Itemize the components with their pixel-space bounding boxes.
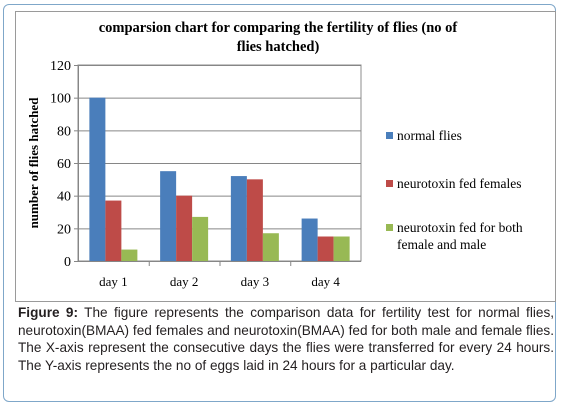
bar-1 bbox=[301, 218, 318, 261]
legend-label: female and male bbox=[397, 237, 486, 252]
bar-1 bbox=[230, 176, 247, 261]
chart-title-line: comparsion chart for comparing the ferti… bbox=[99, 20, 458, 36]
legend-label: normal flies bbox=[397, 128, 462, 143]
caption-text: The figure represents the comparison dat… bbox=[18, 305, 555, 373]
caption-label: Figure 9: bbox=[18, 305, 79, 320]
chart-container: comparsion chart for comparing the ferti… bbox=[15, 11, 556, 302]
figure-caption: Figure 9: The figure represents the comp… bbox=[18, 304, 554, 374]
legend-swatch bbox=[386, 180, 393, 187]
y-tick-label: 60 bbox=[57, 157, 71, 172]
bar-2 bbox=[246, 179, 263, 261]
chart-title-line: flies hatched) bbox=[237, 39, 320, 55]
bar-3 bbox=[121, 249, 138, 261]
bar-chart: comparsion chart for comparing the ferti… bbox=[26, 20, 523, 289]
bar-1 bbox=[160, 171, 177, 261]
bar-2 bbox=[317, 236, 334, 261]
x-tick-label: day 1 bbox=[99, 274, 128, 289]
bar-1 bbox=[89, 97, 106, 262]
y-tick-label: 20 bbox=[57, 222, 71, 237]
bar-2 bbox=[105, 200, 122, 261]
x-tick-label: day 2 bbox=[170, 274, 199, 289]
figure-frame: comparsion chart for comparing the ferti… bbox=[3, 4, 556, 402]
legend-swatch bbox=[386, 224, 393, 231]
y-tick-label: 120 bbox=[50, 59, 71, 74]
x-tick-label: day 3 bbox=[241, 274, 270, 289]
y-axis-label: number of flies hatched bbox=[26, 97, 41, 229]
y-tick-label: 40 bbox=[57, 190, 71, 205]
y-tick-label: 80 bbox=[57, 124, 71, 139]
y-tick-label: 100 bbox=[50, 92, 71, 107]
bar-3 bbox=[262, 233, 279, 261]
legend-swatch bbox=[386, 132, 393, 139]
bar-2 bbox=[176, 195, 193, 261]
x-tick-label: day 4 bbox=[311, 274, 340, 289]
bar-3 bbox=[192, 216, 209, 261]
bar-3 bbox=[333, 236, 350, 261]
y-tick-label: 0 bbox=[64, 255, 71, 270]
legend-label: neurotoxin fed for both bbox=[397, 220, 523, 235]
legend-label: neurotoxin fed females bbox=[397, 176, 521, 191]
